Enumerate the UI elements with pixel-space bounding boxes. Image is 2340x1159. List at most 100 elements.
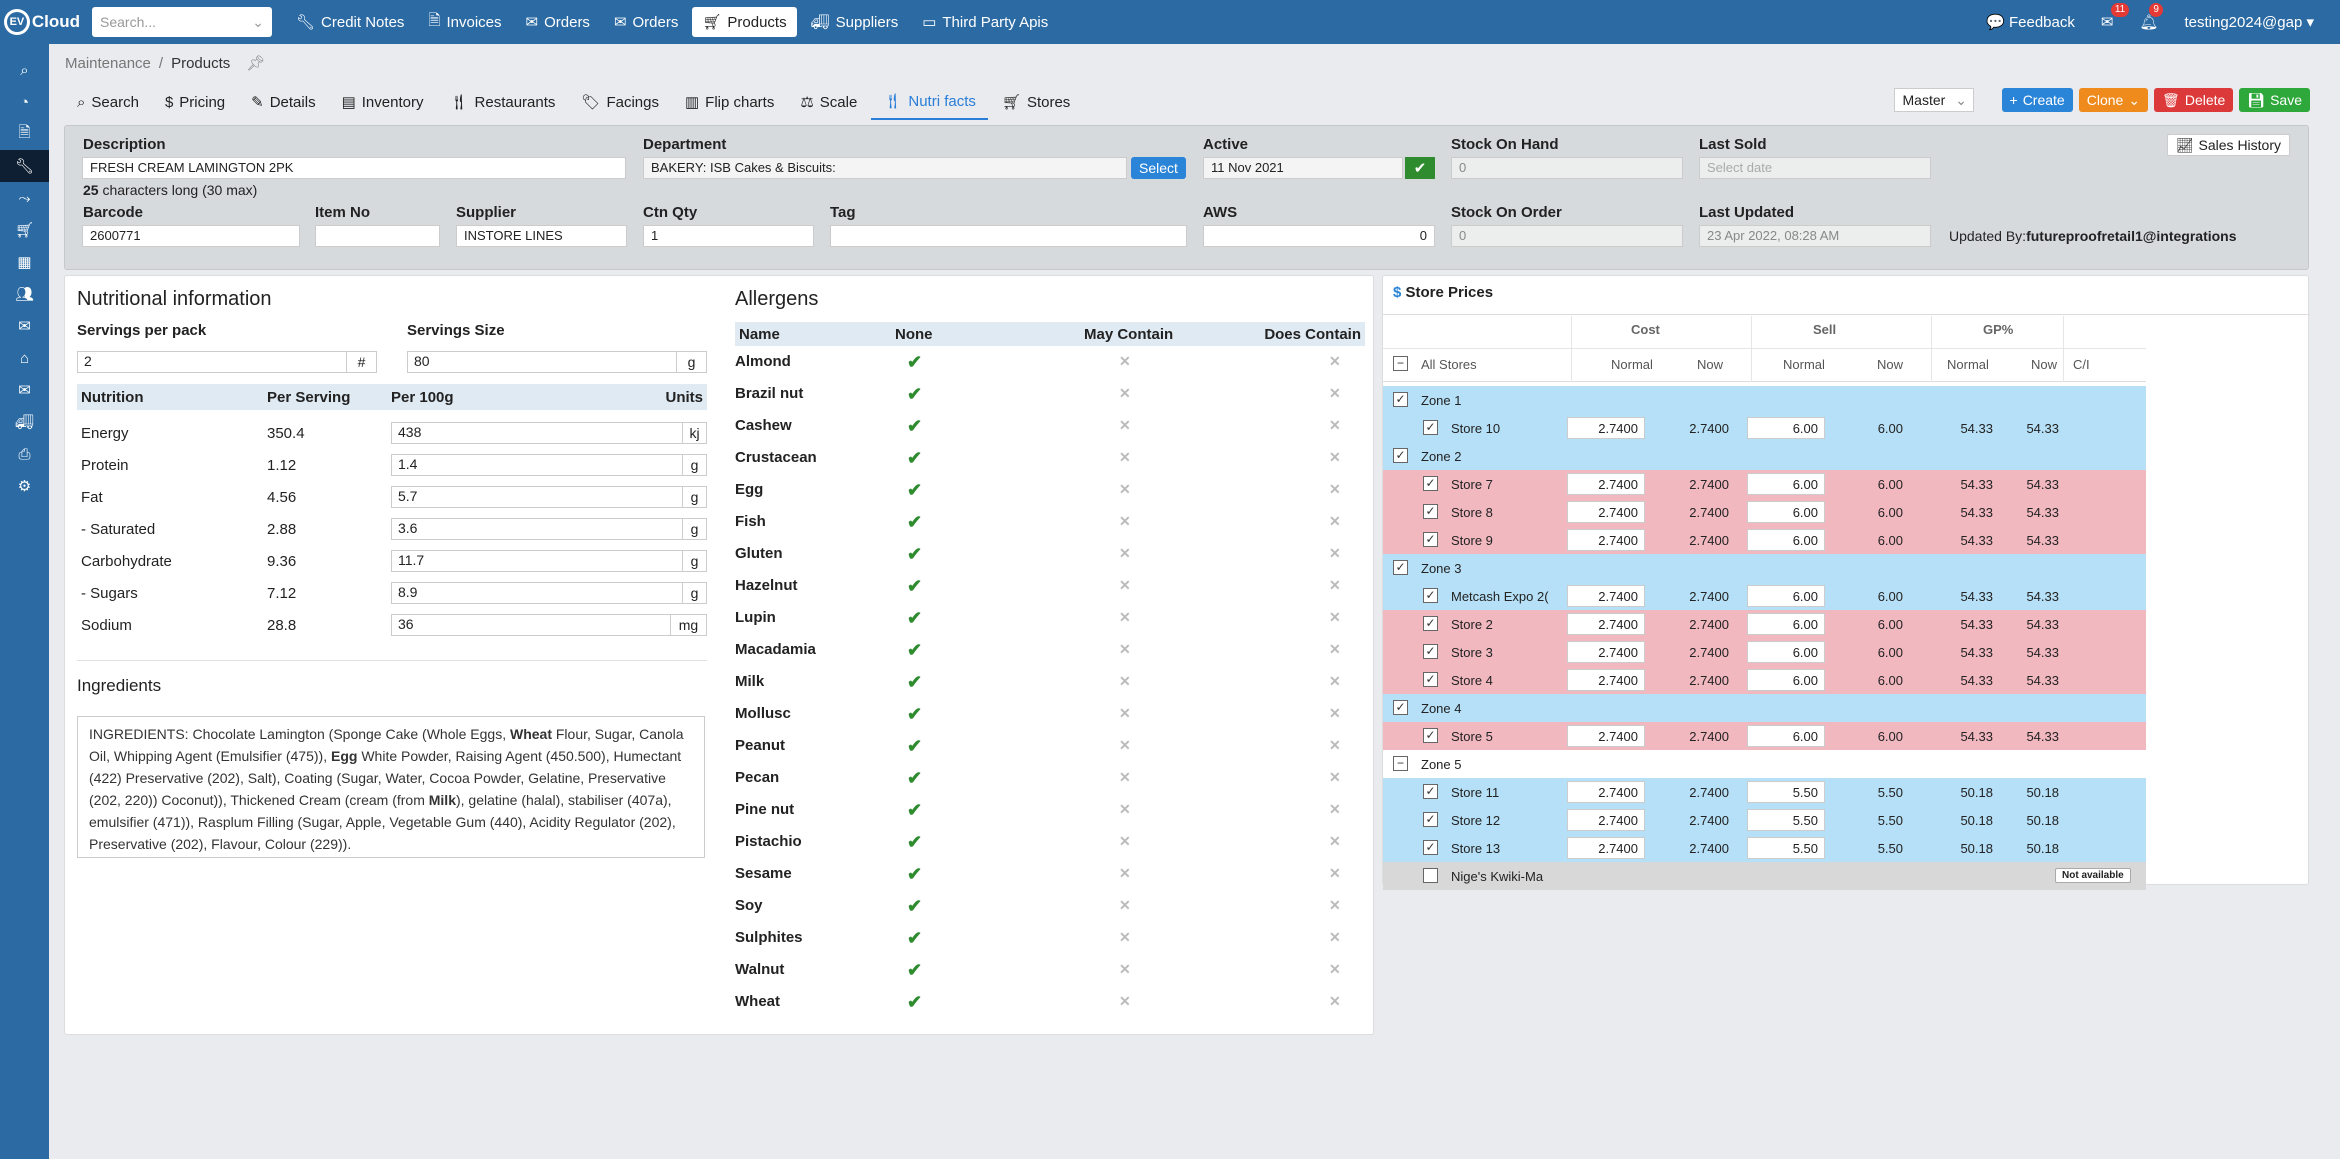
cross-icon[interactable]: ✕ xyxy=(1119,993,1131,1009)
all-stores-checkbox[interactable]: − xyxy=(1393,356,1408,371)
cost-normal-input[interactable]: 2.7400 xyxy=(1567,417,1645,439)
cross-icon[interactable]: ✕ xyxy=(1329,609,1341,625)
tab-details[interactable]: ✎ Details xyxy=(239,84,327,120)
sell-normal-input[interactable]: 6.00 xyxy=(1747,473,1825,495)
cross-icon[interactable]: ✕ xyxy=(1119,865,1131,881)
tab-search[interactable]: ⌕ Search xyxy=(65,84,151,120)
per-100g-input[interactable]: 438 xyxy=(391,422,683,444)
store-checkbox[interactable]: ✓ xyxy=(1423,644,1438,659)
tab-restaurants[interactable]: 🍴︎ Restaurants xyxy=(437,84,567,120)
nav-third-party-apis[interactable]: ▭ Third Party Apis xyxy=(912,7,1058,37)
check-icon[interactable]: ✔ xyxy=(907,416,923,436)
zone-checkbox[interactable]: ✓ xyxy=(1393,700,1408,715)
serving-size-input[interactable]: 80 xyxy=(407,351,677,373)
cross-icon[interactable]: ✕ xyxy=(1119,801,1131,817)
store-checkbox[interactable]: ✓ xyxy=(1423,504,1438,519)
store-checkbox[interactable] xyxy=(1423,868,1438,883)
cross-icon[interactable]: ✕ xyxy=(1329,865,1341,881)
cross-icon[interactable]: ✕ xyxy=(1329,897,1341,913)
cross-icon[interactable]: ✕ xyxy=(1329,513,1341,529)
cross-icon[interactable]: ✕ xyxy=(1119,961,1131,977)
cost-normal-input[interactable]: 2.7400 xyxy=(1567,725,1645,747)
cross-icon[interactable]: ✕ xyxy=(1119,641,1131,657)
per-100g-input[interactable]: 5.7 xyxy=(391,486,683,508)
sell-normal-input[interactable]: 6.00 xyxy=(1747,417,1825,439)
cross-icon[interactable]: ✕ xyxy=(1329,769,1341,785)
active-date-input[interactable]: 11 Nov 2021 xyxy=(1203,157,1403,179)
nav-orders[interactable]: ✉ Orders xyxy=(516,7,600,37)
cross-icon[interactable]: ✕ xyxy=(1329,993,1341,1009)
sell-normal-input[interactable]: 6.00 xyxy=(1747,529,1825,551)
check-icon[interactable]: ✔ xyxy=(907,384,923,404)
check-icon[interactable]: ✔ xyxy=(907,928,923,948)
per-100g-input[interactable]: 8.9 xyxy=(391,582,683,604)
sidebar-item[interactable]: ⌂ xyxy=(0,342,49,374)
sidebar-item[interactable]: ⤳ xyxy=(0,182,49,214)
check-icon[interactable]: ✔ xyxy=(907,768,923,788)
per-100g-input[interactable]: 3.6 xyxy=(391,518,683,540)
sidebar-item[interactable]: ✉ xyxy=(0,374,49,406)
item-no-input[interactable] xyxy=(315,225,440,247)
notifications-button[interactable]: 🔔︎ 9 xyxy=(2139,3,2163,31)
cross-icon[interactable]: ✕ xyxy=(1119,833,1131,849)
pin-icon[interactable]: 📌︎ xyxy=(246,55,266,72)
cross-icon[interactable]: ✕ xyxy=(1329,385,1341,401)
cross-icon[interactable]: ✕ xyxy=(1119,513,1131,529)
feedback-link[interactable]: 💬 Feedback xyxy=(1986,13,2075,31)
store-checkbox[interactable]: ✓ xyxy=(1423,588,1438,603)
ctn-qty-input[interactable]: 1 xyxy=(643,225,814,247)
sell-normal-input[interactable]: 6.00 xyxy=(1747,585,1825,607)
clone-button[interactable]: Clone ⌄ xyxy=(2078,88,2149,112)
store-checkbox[interactable]: ✓ xyxy=(1423,532,1438,547)
check-icon[interactable]: ✔ xyxy=(907,992,923,1012)
cross-icon[interactable]: ✕ xyxy=(1329,705,1341,721)
nav-invoices[interactable]: 🗎 Invoices xyxy=(418,7,511,37)
barcode-input[interactable]: 2600771 xyxy=(82,225,300,247)
cost-normal-input[interactable]: 2.7400 xyxy=(1567,501,1645,523)
sell-normal-input[interactable]: 6.00 xyxy=(1747,613,1825,635)
tab-pricing[interactable]: $ Pricing xyxy=(153,84,237,120)
cross-icon[interactable]: ✕ xyxy=(1119,609,1131,625)
supplier-input[interactable]: INSTORE LINES xyxy=(456,225,627,247)
cross-icon[interactable]: ✕ xyxy=(1119,577,1131,593)
save-button[interactable]: 💾︎ Save xyxy=(2239,88,2310,112)
zone-checkbox[interactable]: ✓ xyxy=(1393,560,1408,575)
cross-icon[interactable]: ✕ xyxy=(1329,737,1341,753)
last-sold-input[interactable]: Select date xyxy=(1699,157,1931,179)
servings-per-pack-input[interactable]: 2 xyxy=(77,351,347,373)
check-icon[interactable]: ✔ xyxy=(907,736,923,756)
cost-normal-input[interactable]: 2.7400 xyxy=(1567,669,1645,691)
check-icon[interactable]: ✔ xyxy=(907,832,923,852)
store-checkbox[interactable]: ✓ xyxy=(1423,420,1438,435)
delete-button[interactable]: 🗑︎ Delete xyxy=(2154,88,2234,112)
sidebar-item[interactable]: 👥︎ xyxy=(0,278,49,310)
sell-normal-input[interactable]: 6.00 xyxy=(1747,725,1825,747)
tab-scale[interactable]: ⚖ Scale xyxy=(788,84,869,120)
cross-icon[interactable]: ✕ xyxy=(1329,577,1341,593)
cost-normal-input[interactable]: 2.7400 xyxy=(1567,809,1645,831)
cost-normal-input[interactable]: 2.7400 xyxy=(1567,585,1645,607)
store-checkbox[interactable]: ✓ xyxy=(1423,616,1438,631)
cross-icon[interactable]: ✕ xyxy=(1329,833,1341,849)
check-icon[interactable]: ✔ xyxy=(907,864,923,884)
check-icon[interactable]: ✔ xyxy=(907,608,923,628)
check-icon[interactable]: ✔ xyxy=(907,896,923,916)
aws-input[interactable]: 0 xyxy=(1203,225,1435,247)
sidebar-item[interactable]: ✉ xyxy=(0,310,49,342)
cross-icon[interactable]: ✕ xyxy=(1119,449,1131,465)
sell-normal-input[interactable]: 5.50 xyxy=(1747,781,1825,803)
cross-icon[interactable]: ✕ xyxy=(1119,705,1131,721)
cross-icon[interactable]: ✕ xyxy=(1119,897,1131,913)
zone-checkbox[interactable]: ✓ xyxy=(1393,392,1408,407)
sidebar-item[interactable]: ▦ xyxy=(0,246,49,278)
nav-orders[interactable]: ✉ Orders xyxy=(604,7,688,37)
department-input[interactable]: BAKERY: ISB Cakes & Biscuits: xyxy=(643,157,1127,179)
active-checkmark-icon[interactable]: ✔ xyxy=(1405,157,1435,179)
cross-icon[interactable]: ✕ xyxy=(1119,481,1131,497)
messages-button[interactable]: ✉ 11 xyxy=(2101,3,2130,31)
cross-icon[interactable]: ✕ xyxy=(1329,673,1341,689)
tab-inventory[interactable]: ▤ Inventory xyxy=(330,84,436,120)
sidebar-item[interactable]: 🔧︎ xyxy=(0,150,49,182)
check-icon[interactable]: ✔ xyxy=(907,672,923,692)
cross-icon[interactable]: ✕ xyxy=(1329,641,1341,657)
